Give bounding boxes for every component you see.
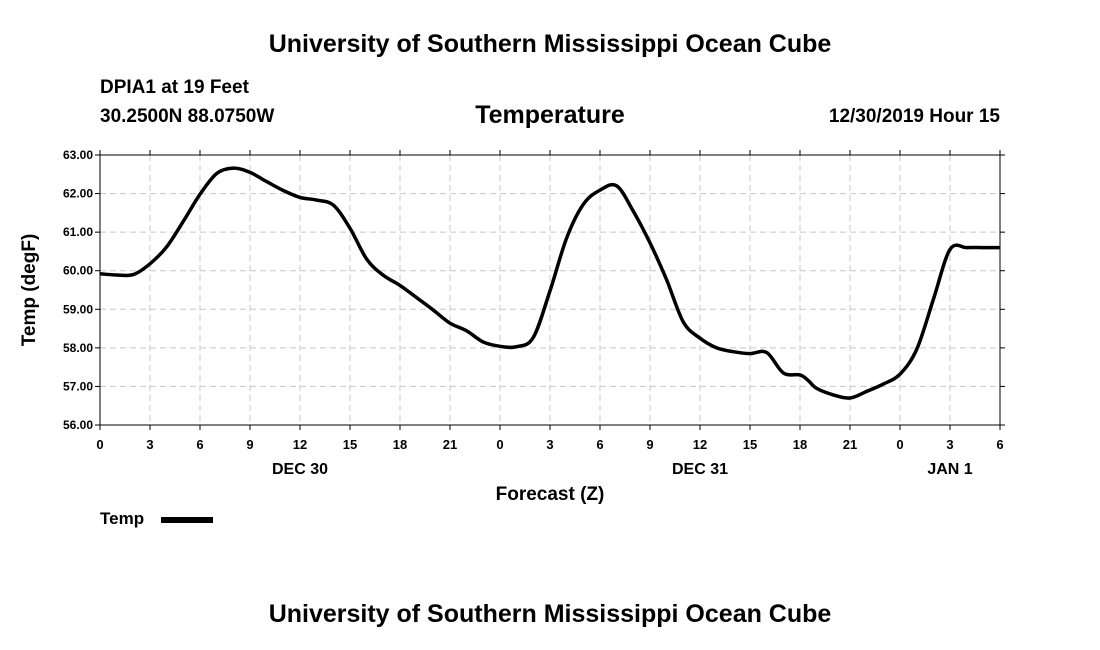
x-tick-label: 12 bbox=[693, 437, 707, 452]
y-tick-label: 57.00 bbox=[63, 379, 93, 393]
x-tick-label: 6 bbox=[196, 437, 203, 452]
x-tick-label: 21 bbox=[443, 437, 457, 452]
date-label: DEC 31 bbox=[672, 461, 728, 478]
x-tick-label: 3 bbox=[146, 437, 153, 452]
legend-line-swatch bbox=[161, 517, 213, 523]
x-tick-label: 18 bbox=[793, 437, 807, 452]
y-tick-label: 59.00 bbox=[63, 302, 93, 316]
y-tick-label: 63.00 bbox=[63, 148, 93, 162]
y-tick-label: 61.00 bbox=[63, 225, 93, 239]
x-tick-label: 21 bbox=[843, 437, 857, 452]
x-tick-label: 15 bbox=[743, 437, 757, 452]
y-tick-label: 56.00 bbox=[63, 418, 93, 432]
x-tick-label: 0 bbox=[496, 437, 503, 452]
x-tick-label: 0 bbox=[96, 437, 103, 452]
coordinates-label: 30.2500N 88.0750W bbox=[100, 106, 275, 127]
y-axis-label: Temp (degF) bbox=[19, 234, 40, 347]
x-tick-label: 9 bbox=[246, 437, 253, 452]
y-tick-label: 60.00 bbox=[63, 264, 93, 278]
date-label: JAN 1 bbox=[927, 461, 972, 478]
x-axis-label: Forecast (Z) bbox=[496, 484, 605, 505]
datetime-label: 12/30/2019 Hour 15 bbox=[828, 106, 1000, 127]
legend-label: Temp bbox=[100, 509, 145, 528]
x-tick-label: 0 bbox=[896, 437, 903, 452]
x-tick-label: 6 bbox=[996, 437, 1003, 452]
chart-title-top: University of Southern Mississippi Ocean… bbox=[268, 30, 832, 58]
x-tick-label: 15 bbox=[343, 437, 357, 452]
x-tick-label: 18 bbox=[393, 437, 407, 452]
y-tick-label: 62.00 bbox=[63, 187, 93, 201]
x-tick-label: 6 bbox=[596, 437, 603, 452]
chart-title: Temperature bbox=[475, 101, 625, 129]
y-tick-label: 58.00 bbox=[63, 341, 93, 355]
date-label: DEC 30 bbox=[272, 461, 328, 478]
x-tick-label: 12 bbox=[293, 437, 307, 452]
chart-title-bottom: University of Southern Mississippi Ocean… bbox=[268, 600, 832, 628]
x-tick-label: 3 bbox=[946, 437, 953, 452]
series-line-temp bbox=[100, 166, 1000, 400]
x-tick-label: 9 bbox=[646, 437, 653, 452]
station-label: DPIA1 at 19 Feet bbox=[100, 77, 249, 98]
x-tick-label: 3 bbox=[546, 437, 553, 452]
